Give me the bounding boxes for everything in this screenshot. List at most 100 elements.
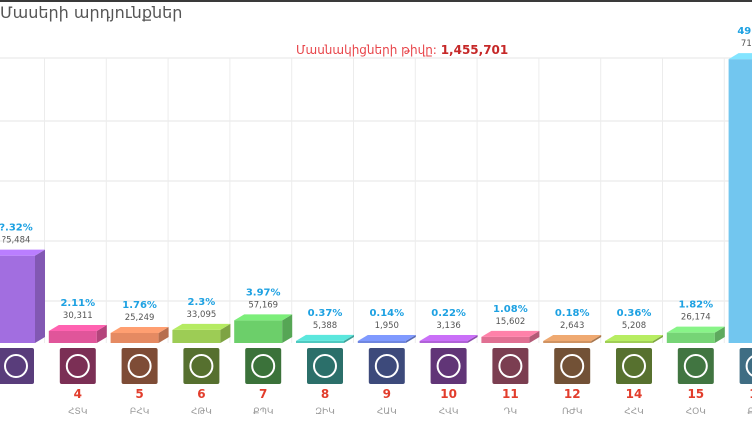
party-logo-mark-10 <box>622 354 646 378</box>
bar-top-6 <box>357 335 416 341</box>
party-logo-mark-12 <box>745 355 752 377</box>
bar-top-7 <box>419 335 478 341</box>
bar-side-0 <box>35 249 45 343</box>
bar-top-3 <box>172 323 231 330</box>
count-label-4: 57,169 <box>248 300 278 310</box>
bar-9 <box>543 341 592 343</box>
count-label-9: 2,643 <box>560 321 584 331</box>
party-abbr-2: ԲՀԿ <box>130 407 150 417</box>
party-number-9: 12 <box>564 387 581 401</box>
party-number-3: 6 <box>197 387 205 401</box>
percent-label-12: 49.8?% <box>737 26 752 37</box>
percent-label-11: 1.82% <box>678 300 713 311</box>
bar-top-9 <box>543 335 602 341</box>
percent-label-3: 2.3% <box>188 297 216 308</box>
bar-10 <box>605 340 653 343</box>
bar-3 <box>172 329 221 343</box>
bar-top-8 <box>481 330 540 337</box>
bar-1 <box>48 330 97 343</box>
bar-top-1 <box>48 324 107 331</box>
party-logo-3 <box>183 348 220 384</box>
party-abbr-8: ԴԿ <box>504 407 517 417</box>
count-label-5: 5,388 <box>313 321 337 331</box>
party-logo-7 <box>430 348 467 384</box>
party-logo-5 <box>307 348 343 384</box>
party-logo-4 <box>245 348 282 384</box>
party-number-1: 4 <box>74 387 82 401</box>
party-logo-mark-4 <box>251 354 276 378</box>
bar-side-11 <box>714 326 725 343</box>
percent-label-8: 1.08% <box>493 304 528 315</box>
bar-2 <box>110 332 159 343</box>
bar-8 <box>481 336 530 343</box>
bar-12 <box>728 59 752 343</box>
percent-label-1: 2.11% <box>60 298 95 309</box>
count-label-3: 33,095 <box>187 310 217 320</box>
party-logo-9 <box>554 348 591 384</box>
participants-value: 1,455,701 <box>440 43 509 57</box>
party-logo-11 <box>677 348 714 384</box>
party-logo-mark-0 <box>4 354 28 378</box>
bar-4 <box>234 320 283 343</box>
party-logo-8 <box>492 348 529 384</box>
party-number-11: 15 <box>687 387 704 401</box>
percent-label-0: ?.32% <box>0 223 33 234</box>
party-abbr-1: ՀՏԿ <box>68 407 87 417</box>
count-label-6: 1,950 <box>375 321 399 331</box>
party-logo-6 <box>368 348 405 384</box>
bar-top-4 <box>234 314 293 321</box>
party-abbr-4: ՔՊԿ <box>253 407 274 417</box>
percent-label-5: 0.37% <box>308 308 343 319</box>
top-border <box>0 0 752 2</box>
bar-11 <box>666 332 715 343</box>
count-label-11: 26,174 <box>681 313 711 323</box>
party-abbr-10: ՀՀԿ <box>624 407 643 417</box>
participants-count: Մասնակիցների թիվը: 1,455,701 <box>296 43 508 57</box>
count-label-12: 716,9?? <box>741 39 752 49</box>
participants-label: Մասնակիցների թիվը: <box>296 43 437 57</box>
bar-top-12 <box>728 53 752 60</box>
party-logo-mark-5 <box>313 354 337 378</box>
bar-side-1 <box>96 324 107 343</box>
party-abbr-12: ՔՊԿ <box>747 407 752 417</box>
count-label-10: 5,208 <box>622 321 646 331</box>
party-logo-1 <box>59 348 96 384</box>
party-number-5: 8 <box>321 387 329 401</box>
bar-side-3 <box>220 323 231 343</box>
count-label-0: ?5,484 <box>2 236 31 246</box>
count-label-1: 30,311 <box>63 311 93 321</box>
count-label-7: 3,136 <box>436 321 460 331</box>
party-number-10: 14 <box>626 387 643 401</box>
percent-label-10: 0.36% <box>617 308 652 319</box>
bar-side-9 <box>591 335 602 343</box>
bar-side-7 <box>467 335 478 343</box>
party-abbr-6: ՀԱԿ <box>377 407 397 417</box>
bar-side-6 <box>405 335 416 343</box>
party-logo-10 <box>616 348 652 384</box>
bar-0 <box>0 255 35 343</box>
party-abbr-3: ՀԹԿ <box>191 407 212 417</box>
bar-7 <box>419 341 468 343</box>
bar-side-10 <box>653 334 663 343</box>
count-label-8: 15,602 <box>496 317 526 327</box>
bar-top-5 <box>296 334 354 341</box>
bar-side-2 <box>158 326 169 343</box>
party-number-2: 5 <box>135 387 143 401</box>
bar-top-0 <box>0 249 45 256</box>
party-number-8: 11 <box>502 387 519 401</box>
percent-label-7: 0.22% <box>431 308 466 319</box>
party-number-12: 16 <box>749 387 752 401</box>
party-logo-2 <box>121 348 158 384</box>
bar-side-5 <box>344 334 354 343</box>
party-logo-mark-9 <box>560 354 585 378</box>
bar-top-10 <box>605 334 663 341</box>
party-abbr-5: ԶԻԿ <box>315 407 335 417</box>
party-logo-mark-1 <box>65 354 90 378</box>
percent-label-9: 0.18% <box>555 308 590 319</box>
party-abbr-9: ՌԺԿ <box>562 407 583 417</box>
party-logo-mark-2 <box>127 354 152 378</box>
party-abbr-7: ՀՎԿ <box>439 407 459 417</box>
party-number-4: 7 <box>259 387 267 401</box>
party-logo-mark-11 <box>683 354 708 378</box>
